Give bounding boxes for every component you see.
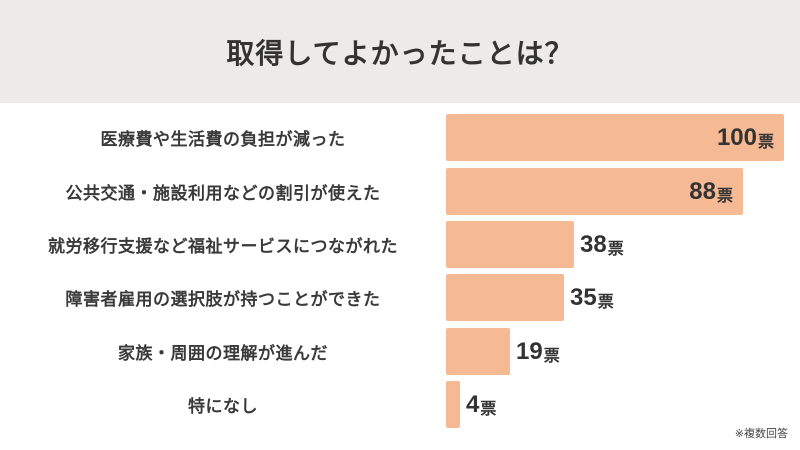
- bar: [446, 114, 784, 161]
- value-number: 35: [570, 283, 597, 311]
- bar-row: 公共交通・施設利用などの割引が使えた 88 票: [0, 168, 800, 215]
- value-number: 4: [466, 390, 480, 418]
- value-label: 88 票: [653, 168, 733, 215]
- bar-row: 特になし 4 票: [0, 381, 800, 428]
- category-label: 障害者雇用の選択肢が持つことができた: [65, 290, 381, 310]
- value-number: 100: [716, 123, 757, 151]
- value-label: 100 票: [694, 114, 774, 161]
- bar-row: 障害者雇用の選択肢が持つことができた 35 票: [0, 274, 800, 321]
- value-unit: 票: [716, 185, 733, 205]
- value-unit: 票: [543, 345, 560, 365]
- value-unit: 票: [480, 398, 497, 418]
- bar: [446, 168, 743, 215]
- chart-title: 取得してよかったことは？: [226, 36, 574, 70]
- value-unit: 票: [597, 291, 614, 311]
- value-unit: 票: [757, 131, 774, 151]
- value-label: 19 票: [516, 328, 560, 375]
- bar-row: 医療費や生活費の負担が減った 100 票: [0, 114, 800, 161]
- category-label: 就労移行支援など福祉サービスにつながれた: [48, 237, 398, 257]
- value-number: 19: [516, 337, 543, 365]
- bar-row: 就労移行支援など福祉サービスにつながれた 38 票: [0, 221, 800, 268]
- value-unit: 票: [607, 238, 624, 258]
- category-label: 医療費や生活費の負担が減った: [100, 130, 346, 150]
- value-number: 88: [689, 177, 716, 205]
- bar: [446, 381, 460, 428]
- value-label: 38 票: [580, 221, 624, 268]
- category-label: 家族・周囲の理解が進んだ: [118, 344, 328, 364]
- value-number: 38: [580, 230, 607, 258]
- bar: [446, 274, 564, 321]
- header-banner: 取得してよかったことは？: [0, 0, 800, 103]
- bar-row: 家族・周囲の理解が進んだ 19 票: [0, 328, 800, 375]
- value-label: 35 票: [570, 274, 614, 321]
- category-label: 特になし: [188, 397, 258, 417]
- footnote-multiple-answers: ※複数回答: [734, 427, 788, 440]
- category-label: 公共交通・施設利用などの割引が使えた: [65, 184, 381, 204]
- bar: [446, 328, 510, 375]
- bar: [446, 221, 574, 268]
